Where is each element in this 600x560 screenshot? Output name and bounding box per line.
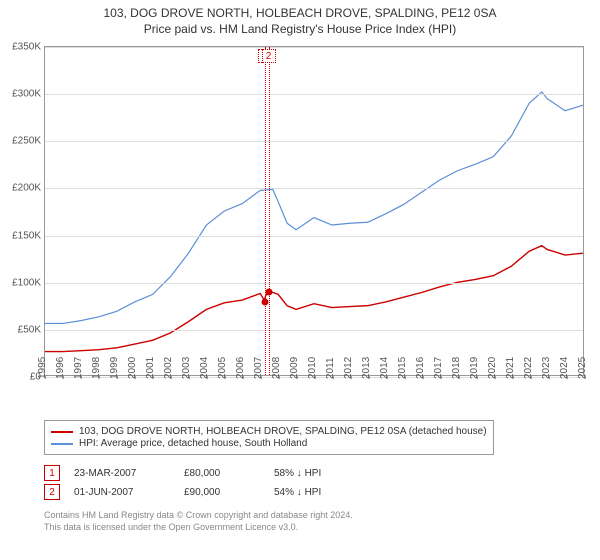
x-axis-label: 1996	[55, 357, 66, 379]
x-axis-label: 2023	[541, 357, 552, 379]
x-axis-label: 2017	[433, 357, 444, 379]
x-axis-label: 2012	[343, 357, 354, 379]
event-row: 2 01-JUN-2007£90,00054% ↓ HPI	[44, 484, 384, 500]
x-axis-label: 1997	[73, 357, 84, 379]
y-axis-label: £250K	[12, 136, 41, 147]
event-date: 01-JUN-2007	[74, 487, 184, 498]
gridline	[45, 330, 583, 331]
series-line	[45, 92, 583, 323]
legend-swatch	[51, 443, 73, 445]
x-axis-label: 2021	[505, 357, 516, 379]
event-vline	[269, 47, 270, 375]
x-axis-label: 2016	[415, 357, 426, 379]
event-diff: 54% ↓ HPI	[274, 487, 384, 498]
gridline	[45, 236, 583, 237]
x-axis-label: 2008	[271, 357, 282, 379]
events-table: 1 23-MAR-2007£80,00058% ↓ HPI 2 01-JUN-2007…	[44, 462, 384, 503]
legend-row: HPI: Average price, detached house, Sout…	[51, 438, 487, 449]
x-axis-label: 2010	[307, 357, 318, 379]
legend-row: 103, DOG DROVE NORTH, HOLBEACH DROVE, SP…	[51, 426, 487, 437]
event-price: £90,000	[184, 487, 274, 498]
x-axis-label: 2000	[127, 357, 138, 379]
chart-lines	[45, 47, 583, 375]
gridline	[45, 283, 583, 284]
x-axis-label: 2014	[379, 357, 390, 379]
x-axis-label: 2004	[199, 357, 210, 379]
series-line	[45, 246, 583, 352]
event-dot	[261, 298, 268, 305]
event-number-box: 1	[44, 465, 60, 481]
x-axis-label: 2006	[235, 357, 246, 379]
x-axis-label: 2020	[487, 357, 498, 379]
legend-label: HPI: Average price, detached house, Sout…	[79, 438, 307, 449]
x-axis-label: 2011	[325, 357, 336, 379]
y-axis-label: £350K	[12, 42, 41, 53]
footer-line-2: This data is licensed under the Open Gov…	[44, 522, 353, 534]
event-dot	[265, 289, 272, 296]
gridline	[45, 141, 583, 142]
x-axis-label: 2024	[559, 357, 570, 379]
x-axis-label: 1999	[109, 357, 120, 379]
event-marker-box: 2	[262, 49, 276, 63]
footer-attribution: Contains HM Land Registry data © Crown c…	[44, 510, 353, 533]
plot-area: £0£50K£100K£150K£200K£250K£300K£350K1995…	[44, 46, 584, 376]
chart-subtitle: Price paid vs. HM Land Registry's House …	[10, 22, 590, 36]
x-axis-label: 2022	[523, 357, 534, 379]
event-row: 1 23-MAR-2007£80,00058% ↓ HPI	[44, 465, 384, 481]
legend-label: 103, DOG DROVE NORTH, HOLBEACH DROVE, SP…	[79, 426, 487, 437]
x-axis-label: 2013	[361, 357, 372, 379]
event-vline	[265, 47, 266, 375]
x-axis-label: 2019	[469, 357, 480, 379]
x-axis-label: 2005	[217, 357, 228, 379]
x-axis-label: 2002	[163, 357, 174, 379]
footer-line-1: Contains HM Land Registry data © Crown c…	[44, 510, 353, 522]
event-diff: 58% ↓ HPI	[274, 468, 384, 479]
legend: 103, DOG DROVE NORTH, HOLBEACH DROVE, SP…	[44, 420, 494, 455]
y-axis-label: £50K	[18, 324, 41, 335]
x-axis-label: 2009	[289, 357, 300, 379]
event-number-box: 2	[44, 484, 60, 500]
chart-title: 103, DOG DROVE NORTH, HOLBEACH DROVE, SP…	[10, 6, 590, 20]
y-axis-label: £100K	[12, 277, 41, 288]
y-axis-label: £200K	[12, 183, 41, 194]
event-date: 23-MAR-2007	[74, 468, 184, 479]
gridline	[45, 47, 583, 48]
y-axis-label: £300K	[12, 89, 41, 100]
y-axis-label: £150K	[12, 230, 41, 241]
x-axis-label: 2025	[577, 357, 588, 379]
x-axis-label: 2015	[397, 357, 408, 379]
gridline	[45, 188, 583, 189]
gridline	[45, 94, 583, 95]
x-axis-label: 2003	[181, 357, 192, 379]
x-axis-label: 2018	[451, 357, 462, 379]
x-axis-label: 2007	[253, 357, 264, 379]
x-axis-label: 2001	[145, 357, 156, 379]
x-axis-label: 1998	[91, 357, 102, 379]
legend-swatch	[51, 431, 73, 433]
x-axis-label: 1995	[37, 357, 48, 379]
event-price: £80,000	[184, 468, 274, 479]
